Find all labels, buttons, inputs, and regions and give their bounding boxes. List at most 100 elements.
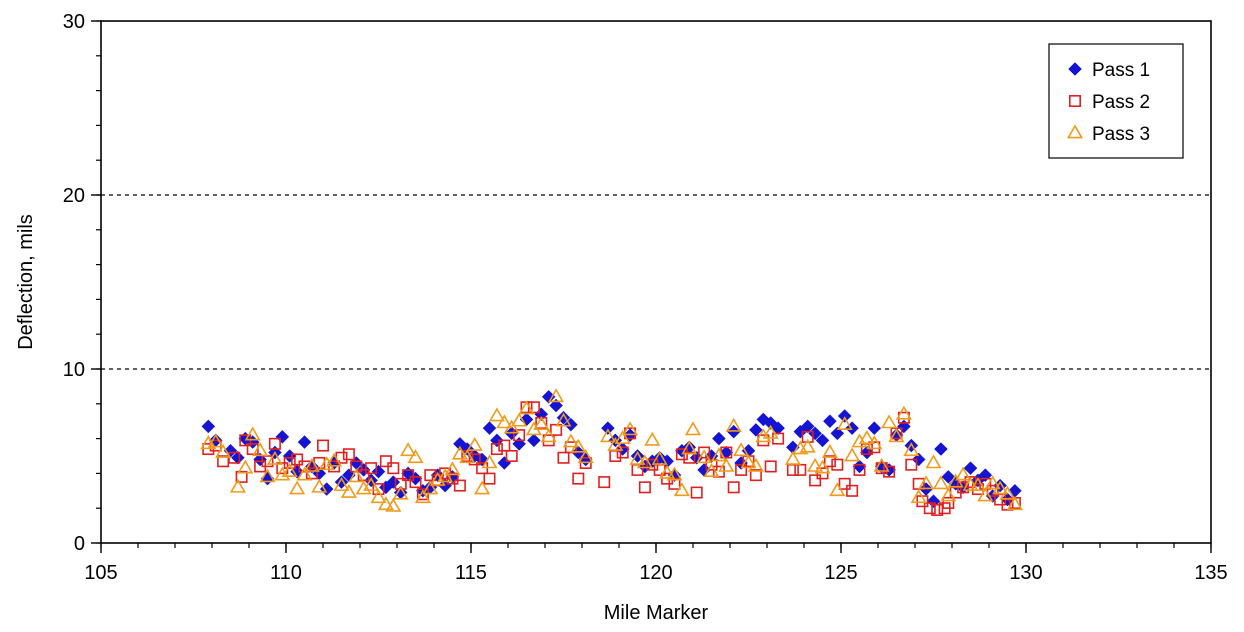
data-point-pass-2 (698, 446, 711, 459)
data-point-pass-3 (614, 429, 631, 444)
data-point-pass-3 (684, 421, 702, 436)
data-point-pass-3 (821, 443, 838, 458)
data-point-pass-3 (940, 487, 957, 502)
y-tick-label: 0 (74, 533, 85, 555)
data-point-pass-2 (727, 481, 740, 494)
data-point-pass-3 (622, 421, 639, 436)
data-point-pass-3 (903, 442, 920, 457)
data-point-pass-3 (747, 457, 764, 472)
data-point-pass-3 (207, 433, 224, 448)
data-point-pass-3 (451, 445, 468, 460)
data-point-pass-3 (237, 459, 254, 474)
data-point-pass-3 (814, 459, 831, 474)
data-points (200, 388, 1023, 516)
data-point-pass-3 (318, 456, 335, 471)
data-point-pass-2 (505, 449, 518, 462)
data-point-pass-3 (947, 473, 964, 488)
data-point-pass-3 (829, 482, 846, 497)
y-tick-label: 30 (63, 11, 85, 33)
data-point-pass-2 (409, 476, 422, 489)
data-point-pass-3 (496, 414, 513, 429)
data-point-pass-3 (570, 438, 587, 453)
data-point-pass-2 (853, 463, 866, 476)
data-point-pass-1 (837, 409, 852, 423)
data-point-pass-3 (881, 414, 898, 429)
data-point-pass-3 (718, 457, 735, 472)
data-point-pass-3 (740, 454, 757, 469)
data-point-pass-2 (749, 469, 762, 482)
data-point-pass-1 (305, 459, 319, 474)
data-point-pass-3 (555, 412, 572, 427)
data-point-pass-1 (231, 450, 245, 465)
data-point-pass-3 (429, 471, 446, 486)
x-tick-label: 115 (455, 562, 487, 584)
data-point-pass-3 (607, 436, 624, 451)
data-point-pass-3 (281, 463, 298, 478)
data-point-pass-3 (303, 457, 320, 472)
data-point-pass-1 (482, 421, 497, 436)
data-point-pass-3 (955, 466, 972, 481)
data-point-pass-2 (705, 458, 718, 471)
data-point-pass-3 (229, 478, 246, 493)
data-point-pass-3 (918, 475, 935, 490)
data-point-pass-3 (895, 405, 912, 420)
data-point-pass-3 (932, 475, 949, 490)
data-point-pass-2 (598, 476, 611, 489)
data-point-pass-3 (784, 450, 801, 465)
data-point-pass-3 (326, 452, 343, 467)
data-point-pass-3 (244, 426, 261, 441)
data-point-pass-3 (363, 476, 380, 491)
data-point-pass-1 (963, 461, 978, 476)
tick-labels: 105 110 115 120 125 130 135 0 10 20 30 (63, 11, 1228, 584)
x-axis-title: Mile Marker (604, 602, 709, 624)
data-point-pass-3 (992, 480, 1009, 495)
data-point-pass-3 (466, 436, 483, 451)
data-point-pass-3 (710, 447, 727, 462)
data-point-pass-3 (333, 476, 350, 491)
x-tick-label: 130 (1009, 562, 1042, 584)
data-point-pass-3 (999, 485, 1016, 500)
data-point-pass-2 (350, 460, 363, 473)
data-point-pass-3 (629, 450, 646, 465)
data-point-pass-1 (275, 430, 290, 444)
data-point-pass-2 (394, 477, 407, 490)
data-point-pass-2 (387, 462, 400, 475)
data-point-pass-3 (673, 482, 690, 497)
data-point-pass-3 (414, 489, 431, 504)
data-point-pass-3 (910, 489, 927, 504)
data-point-pass-3 (503, 419, 520, 434)
legend-marker-pass-1 (1068, 62, 1082, 76)
data-point-pass-3 (696, 449, 713, 464)
data-point-pass-2 (513, 429, 526, 442)
data-point-pass-3 (385, 497, 402, 512)
x-tick-label: 105 (84, 562, 117, 584)
data-point-pass-1 (749, 423, 763, 437)
data-point-pass-3 (355, 480, 372, 495)
data-point-pass-3 (340, 483, 357, 498)
data-point-pass-3 (725, 417, 742, 432)
data-point-pass-2 (379, 455, 392, 468)
y-axis-title: Deflection, mils (15, 214, 37, 350)
data-point-pass-3 (370, 489, 387, 504)
data-point-pass-2 (268, 437, 281, 450)
data-point-pass-3 (400, 442, 417, 457)
data-point-pass-1 (771, 421, 785, 436)
data-point-pass-2 (550, 423, 563, 436)
data-point-pass-3 (866, 435, 883, 450)
data-point-pass-3 (311, 478, 328, 493)
plot-area-frame (100, 20, 1212, 544)
data-point-pass-1 (297, 435, 312, 449)
data-point-pass-2 (931, 503, 944, 516)
data-point-pass-3 (562, 433, 579, 448)
data-point-pass-3 (488, 407, 505, 422)
data-point-pass-2 (483, 472, 496, 485)
data-point-pass-3 (599, 428, 616, 443)
data-point-pass-3 (969, 476, 986, 491)
data-point-pass-1 (830, 426, 845, 441)
data-point-pass-3 (377, 496, 394, 511)
data-point-pass-3 (1006, 496, 1023, 511)
data-point-pass-3 (858, 429, 875, 444)
y-tick-label: 10 (63, 359, 85, 381)
data-point-pass-2 (453, 479, 466, 492)
x-tick-label: 135 (1194, 562, 1227, 584)
